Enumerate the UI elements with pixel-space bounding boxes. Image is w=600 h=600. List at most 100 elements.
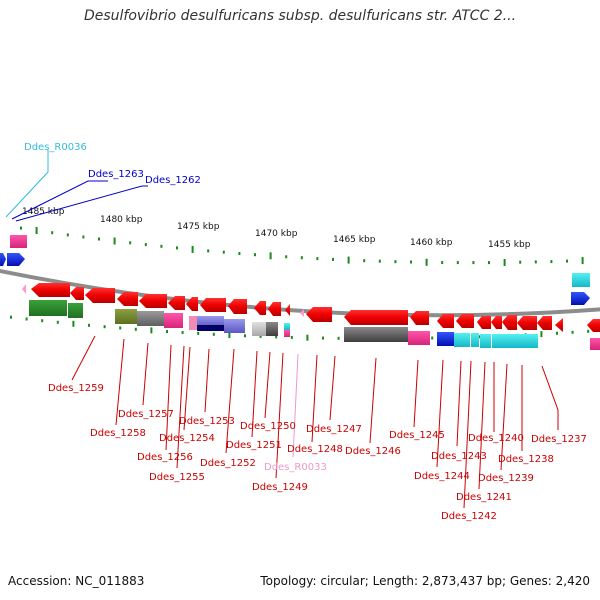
gene-label[interactable]: Ddes_1242 [441,511,497,522]
gene-feature[interactable] [477,316,491,329]
gene-feature[interactable] [137,311,164,326]
gene-label[interactable]: Ddes_1262 [145,175,201,186]
gene-label[interactable]: Ddes_1254 [159,433,215,444]
gene-feature[interactable] [254,301,266,315]
gene-feature[interactable] [300,309,304,317]
gene-label[interactable]: Ddes_1237 [531,434,587,445]
gene-label[interactable]: Ddes_R0036 [24,142,87,153]
scale-label: 1475 kbp [177,222,220,232]
page-title: Desulfovibrio desulfuricans subsp. desul… [83,8,517,24]
gene-label[interactable]: Ddes_1249 [252,482,308,493]
label-connectors [5,150,559,509]
gene-feature[interactable] [284,330,290,337]
gene-feature[interactable] [456,314,474,328]
gene-label[interactable]: Ddes_1250 [240,421,296,432]
gene-feature[interactable] [29,300,67,316]
gene-label[interactable]: Ddes_1243 [431,451,487,462]
gene-feature[interactable] [437,332,454,346]
gene-label[interactable]: Ddes_1246 [345,446,401,457]
gene-feature[interactable] [7,253,25,266]
gene-label[interactable]: Ddes_1238 [498,454,554,465]
gene-label[interactable]: Ddes_1253 [179,416,235,427]
gene-feature[interactable] [186,297,198,311]
gene-feature[interactable] [266,322,278,336]
scale-tick [456,261,459,265]
gene-label[interactable]: Ddes_1240 [468,433,524,444]
gene-feature[interactable] [200,298,226,312]
gene-feature[interactable] [480,334,491,348]
gene-feature[interactable] [491,316,502,329]
gene-feature[interactable] [164,313,183,328]
gene-feature[interactable] [454,333,470,347]
gene-feature[interactable] [252,322,267,336]
inner-tick [119,326,122,330]
scale-tick [66,233,69,237]
gene-feature[interactable] [197,325,224,331]
gene-label[interactable]: Ddes_1256 [137,452,193,463]
gene-feature[interactable] [517,316,537,330]
inner-tick [556,331,558,335]
gene-label[interactable]: Ddes_1244 [414,471,470,482]
gene-label[interactable]: Ddes_1259 [48,383,104,394]
gene-feature[interactable] [228,299,247,314]
gene-feature[interactable] [344,327,408,342]
scale-tick [82,235,85,239]
gene-feature[interactable] [117,292,138,306]
gene-feature[interactable] [410,311,429,325]
gene-feature[interactable] [285,304,290,316]
gene-feature[interactable] [31,283,70,297]
gene-label[interactable]: Ddes_1255 [149,472,205,483]
gene-label[interactable]: Ddes_1248 [287,444,343,455]
gene-feature[interactable] [587,319,600,332]
scale-tick [113,237,116,245]
gene-label[interactable]: Ddes_1258 [90,428,146,439]
gene-feature[interactable] [268,302,281,316]
scale-tick [410,260,412,264]
gene-feature[interactable] [437,314,454,328]
gene-feature[interactable] [68,303,83,318]
gene-feature[interactable] [115,309,137,324]
gene-feature[interactable] [555,318,563,332]
gene-feature[interactable] [189,316,197,330]
accession-text: Accession: NC_011883 [8,574,145,588]
gene-label[interactable]: Ddes_1251 [226,440,282,451]
gene-feature[interactable] [22,284,26,294]
gene-label[interactable]: Ddes_1257 [118,409,174,420]
inner-tick [306,334,309,341]
gene-feature[interactable] [139,294,167,308]
gene-feature[interactable] [197,316,224,327]
gene-label[interactable]: Ddes_1241 [456,492,512,503]
scale-tick [269,252,272,260]
gene-feature[interactable] [590,338,600,350]
inner-tick [197,331,200,335]
gene-feature[interactable] [502,315,517,330]
gene-feature[interactable] [306,307,332,322]
scale-tick [35,227,38,234]
scale-tick [519,260,522,264]
gene-feature[interactable] [408,331,430,345]
gene-label[interactable]: Ddes_1239 [478,473,534,484]
scale-tick [425,258,428,266]
gene-feature[interactable] [284,323,290,330]
gene-label[interactable]: Ddes_1245 [389,430,445,441]
gene-feature[interactable] [70,287,84,300]
gene-label[interactable]: Ddes_R0033 [264,462,327,473]
inner-tick [244,334,246,338]
gene-feature[interactable] [0,253,6,266]
gene-feature[interactable] [168,296,185,310]
gene-feature[interactable] [492,334,538,348]
gene-feature[interactable] [537,316,552,330]
gene-feature[interactable] [571,292,590,305]
gene-label[interactable]: Ddes_1247 [306,424,362,435]
gene-label[interactable]: Ddes_1263 [88,169,144,180]
gene-label[interactable]: Ddes_1252 [200,458,256,469]
gene-feature[interactable] [471,333,479,347]
gene-feature[interactable] [10,235,27,248]
gene-feature[interactable] [85,288,115,303]
gene-feature[interactable] [224,319,245,333]
scale-tick [176,246,178,250]
inner-tick [571,330,574,334]
gene-feature[interactable] [344,310,408,325]
gene-feature[interactable] [572,273,590,287]
